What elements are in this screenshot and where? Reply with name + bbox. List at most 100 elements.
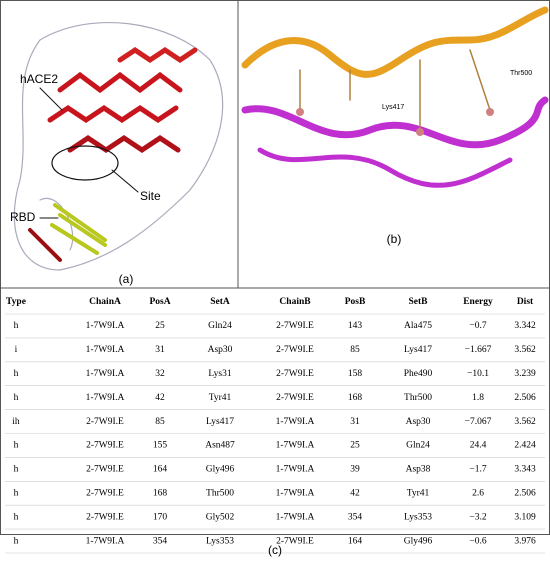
table-cell: i <box>15 345 18 355</box>
table-cell: 3.239 <box>514 369 536 379</box>
table-cell: Gln24 <box>406 441 430 451</box>
table-cell: 170 <box>153 512 168 522</box>
table-cell: −3.2 <box>469 512 486 522</box>
table-cell: 24.4 <box>470 441 487 451</box>
table-cell: h <box>14 536 19 546</box>
table-header: PosB <box>345 297 366 307</box>
table-cell: 2-7W9I.E <box>276 345 314 355</box>
caption: (c) <box>268 543 282 557</box>
table-cell: Lys31 <box>208 369 231 379</box>
table-cell: 158 <box>348 369 363 379</box>
table-header: SetA <box>210 297 230 307</box>
table-cell: 143 <box>348 321 363 331</box>
table-cell: 2-7W9I.E <box>276 369 314 379</box>
table-cell: 2-7W9I.E <box>86 441 124 451</box>
table-cell: h <box>14 465 19 475</box>
table-header: ChainA <box>89 297 121 307</box>
table-cell: h <box>14 393 19 403</box>
table-cell: 2-7W9I.E <box>86 512 124 522</box>
table-cell: 2-7W9I.E <box>276 536 314 546</box>
table-cell: Gln24 <box>208 321 232 331</box>
table-cell: Lys353 <box>206 536 234 546</box>
table-cell: Lys417 <box>206 417 234 427</box>
table-cell: 3.343 <box>514 465 536 475</box>
frame <box>0 0 550 535</box>
table-cell: 1-7W9I.A <box>276 512 315 522</box>
table-cell: 3.562 <box>514 345 536 355</box>
table-cell: 42 <box>155 393 165 403</box>
table-cell: Asp38 <box>406 465 431 475</box>
caption: (a) <box>119 272 134 286</box>
table-header: ChainB <box>279 297 311 307</box>
table-cell: 1-7W9I.A <box>86 393 125 403</box>
table-cell: 1-7W9I.A <box>86 345 125 355</box>
table-header: PosA <box>149 297 170 307</box>
table-cell: 2.6 <box>472 488 484 498</box>
table-cell: 354 <box>153 536 168 546</box>
table-cell: 168 <box>348 393 363 403</box>
table-cell: Gly496 <box>404 536 433 546</box>
table-cell: 2-7W9I.E <box>276 321 314 331</box>
table-cell: Tyr41 <box>407 488 430 498</box>
table-cell: 2-7W9I.E <box>86 488 124 498</box>
table-cell: 1.8 <box>472 393 484 403</box>
protein-a <box>13 22 224 271</box>
table-cell: 2.506 <box>514 393 536 403</box>
table-cell: 1-7W9I.A <box>276 488 315 498</box>
table-cell: h <box>14 321 19 331</box>
table-cell: 1-7W9I.A <box>276 465 315 475</box>
table-cell: 2-7W9I.E <box>86 417 124 427</box>
table-cell: 1-7W9I.A <box>276 417 315 427</box>
table-cell: −1.7 <box>469 465 486 475</box>
table-cell: 3.342 <box>514 321 536 331</box>
table-cell: −10.1 <box>467 369 489 379</box>
table-cell: 39 <box>350 465 360 475</box>
table-header: Type <box>6 297 26 307</box>
caption: (b) <box>387 232 402 246</box>
table-cell: 3.562 <box>514 417 536 427</box>
residue-label: Thr500 <box>510 70 532 77</box>
table-cell: Thr500 <box>404 393 432 403</box>
table-cell: 2-7W9I.E <box>86 465 124 475</box>
table-cell: Gly502 <box>206 512 235 522</box>
table-cell: 1-7W9I.A <box>86 321 125 331</box>
table-cell: 25 <box>350 441 360 451</box>
table-cell: 85 <box>155 417 165 427</box>
table-header: Dist <box>517 297 534 307</box>
residue-label: Lys417 <box>382 104 404 111</box>
table-cell: 2.506 <box>514 488 536 498</box>
table-cell: Gly496 <box>206 465 235 475</box>
table-cell: Lys417 <box>404 345 432 355</box>
table-header: SetB <box>409 297 429 307</box>
table-cell: 1-7W9I.A <box>276 441 315 451</box>
table-cell: Phe490 <box>404 369 433 379</box>
table-cell: 3.109 <box>514 512 536 522</box>
table-cell: Thr500 <box>206 488 234 498</box>
table-cell: 2.424 <box>514 441 536 451</box>
table-cell: Asp30 <box>208 345 233 355</box>
table-cell: ih <box>12 417 20 427</box>
table-cell: 3.976 <box>514 536 536 546</box>
table-cell: 1-7W9I.A <box>86 369 125 379</box>
table-header: Energy <box>463 297 493 307</box>
table-cell: −1.667 <box>465 345 492 355</box>
table-cell: −7.067 <box>465 417 492 427</box>
table-cell: 31 <box>155 345 165 355</box>
table-cell: −0.7 <box>469 321 486 331</box>
table-cell: 25 <box>155 321 165 331</box>
table-cell: h <box>14 369 19 379</box>
table-cell: −0.6 <box>469 536 486 546</box>
table-cell: 354 <box>348 512 363 522</box>
table-cell: 164 <box>348 536 363 546</box>
table-cell: Ala475 <box>404 321 432 331</box>
table-cell: 1-7W9I.A <box>86 536 125 546</box>
table-cell: Asn487 <box>205 441 235 451</box>
label: Site <box>140 189 161 203</box>
table-cell: 168 <box>153 488 168 498</box>
table-cell: 164 <box>153 465 168 475</box>
table-cell: 2-7W9I.E <box>276 393 314 403</box>
table-cell: Asp30 <box>406 417 431 427</box>
table-cell: 31 <box>350 417 360 427</box>
table-cell: 42 <box>350 488 360 498</box>
